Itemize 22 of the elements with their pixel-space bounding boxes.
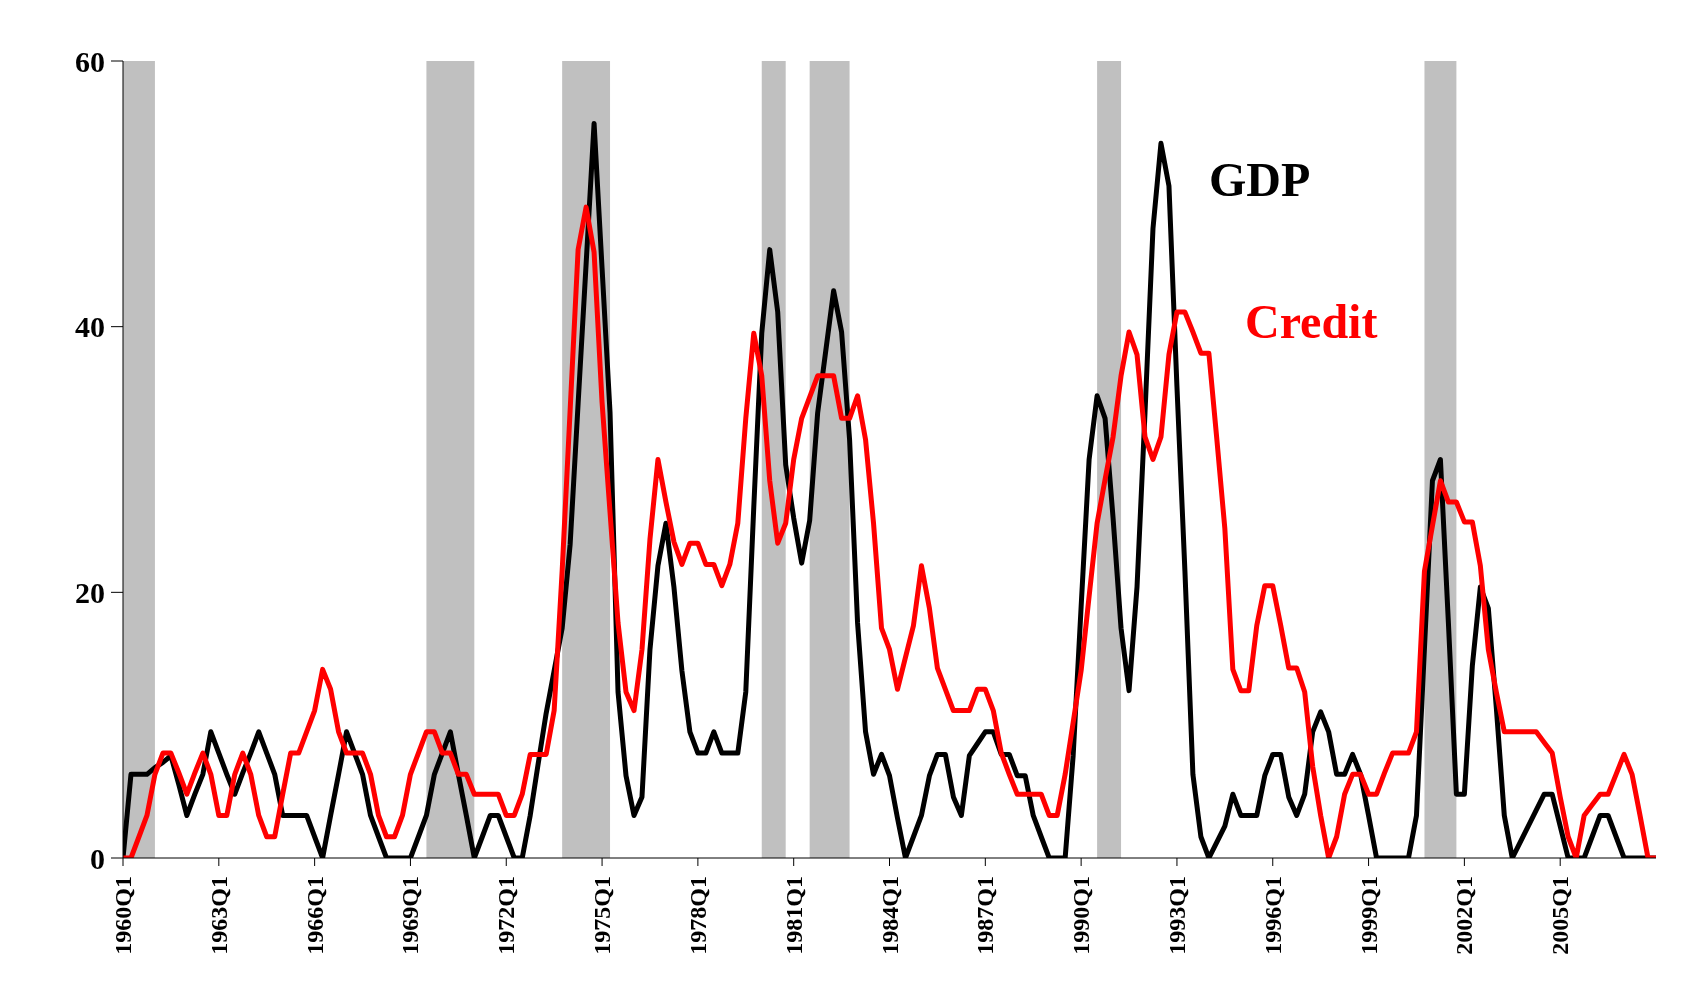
x-tick-label: 1987Q1 [972, 876, 999, 955]
x-tick-label: 1975Q1 [589, 876, 616, 955]
x-tick-label: 1969Q1 [397, 876, 424, 955]
series-label: Credit [1245, 295, 1378, 348]
x-tick-label: 1990Q1 [1068, 876, 1095, 955]
x-tick-label: 1960Q1 [110, 876, 136, 955]
series-label: GDP [1209, 153, 1311, 206]
y-tick-label: 60 [75, 44, 105, 78]
x-tick-label: 1984Q1 [876, 876, 903, 955]
x-tick-label: 1963Q1 [205, 876, 232, 955]
x-tick-label: 1972Q1 [493, 876, 520, 955]
x-tick-label: 1978Q1 [684, 876, 711, 955]
x-tick-label: 1981Q1 [780, 876, 807, 955]
x-tick-label: 1966Q1 [301, 876, 328, 955]
y-tick-label: 20 [75, 575, 105, 609]
x-tick-label: 1996Q1 [1259, 876, 1286, 955]
y-tick-label: 0 [90, 841, 105, 875]
y-tick-label: 40 [75, 310, 105, 344]
x-tick-label: 2002Q1 [1451, 876, 1478, 955]
x-tick-label: 1993Q1 [1163, 876, 1190, 955]
x-tick-label: 2005Q1 [1547, 876, 1574, 955]
x-tick-label: 1999Q1 [1355, 876, 1382, 955]
